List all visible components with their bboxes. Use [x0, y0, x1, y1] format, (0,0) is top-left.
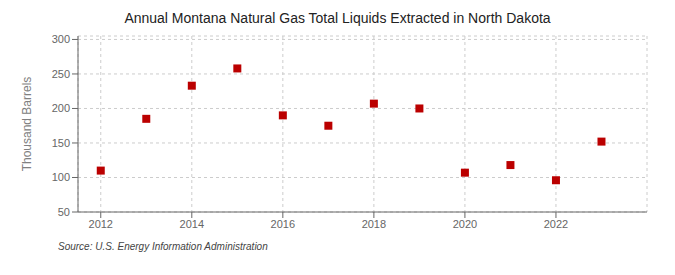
svg-text:2018: 2018	[362, 218, 386, 230]
svg-text:2014: 2014	[180, 218, 204, 230]
svg-text:150: 150	[52, 137, 70, 149]
svg-text:50: 50	[58, 206, 70, 218]
svg-text:Thousand Barrels: Thousand Barrels	[20, 77, 34, 172]
svg-text:2016: 2016	[271, 218, 295, 230]
svg-text:100: 100	[52, 171, 70, 183]
html-text:Source: U.S. Energy Informatio: Source: U.S. Energy Information Administ…	[58, 241, 268, 252]
svg-text:300: 300	[52, 33, 70, 45]
svg-text:200: 200	[52, 102, 70, 114]
svg-text:2020: 2020	[453, 218, 477, 230]
svg-text:2022: 2022	[544, 218, 568, 230]
svg-text:2012: 2012	[89, 218, 113, 230]
html-text:Annual Montana Natural Gas Tot: Annual Montana Natural Gas Total Liquids…	[124, 10, 551, 26]
svg-text:250: 250	[52, 68, 70, 80]
